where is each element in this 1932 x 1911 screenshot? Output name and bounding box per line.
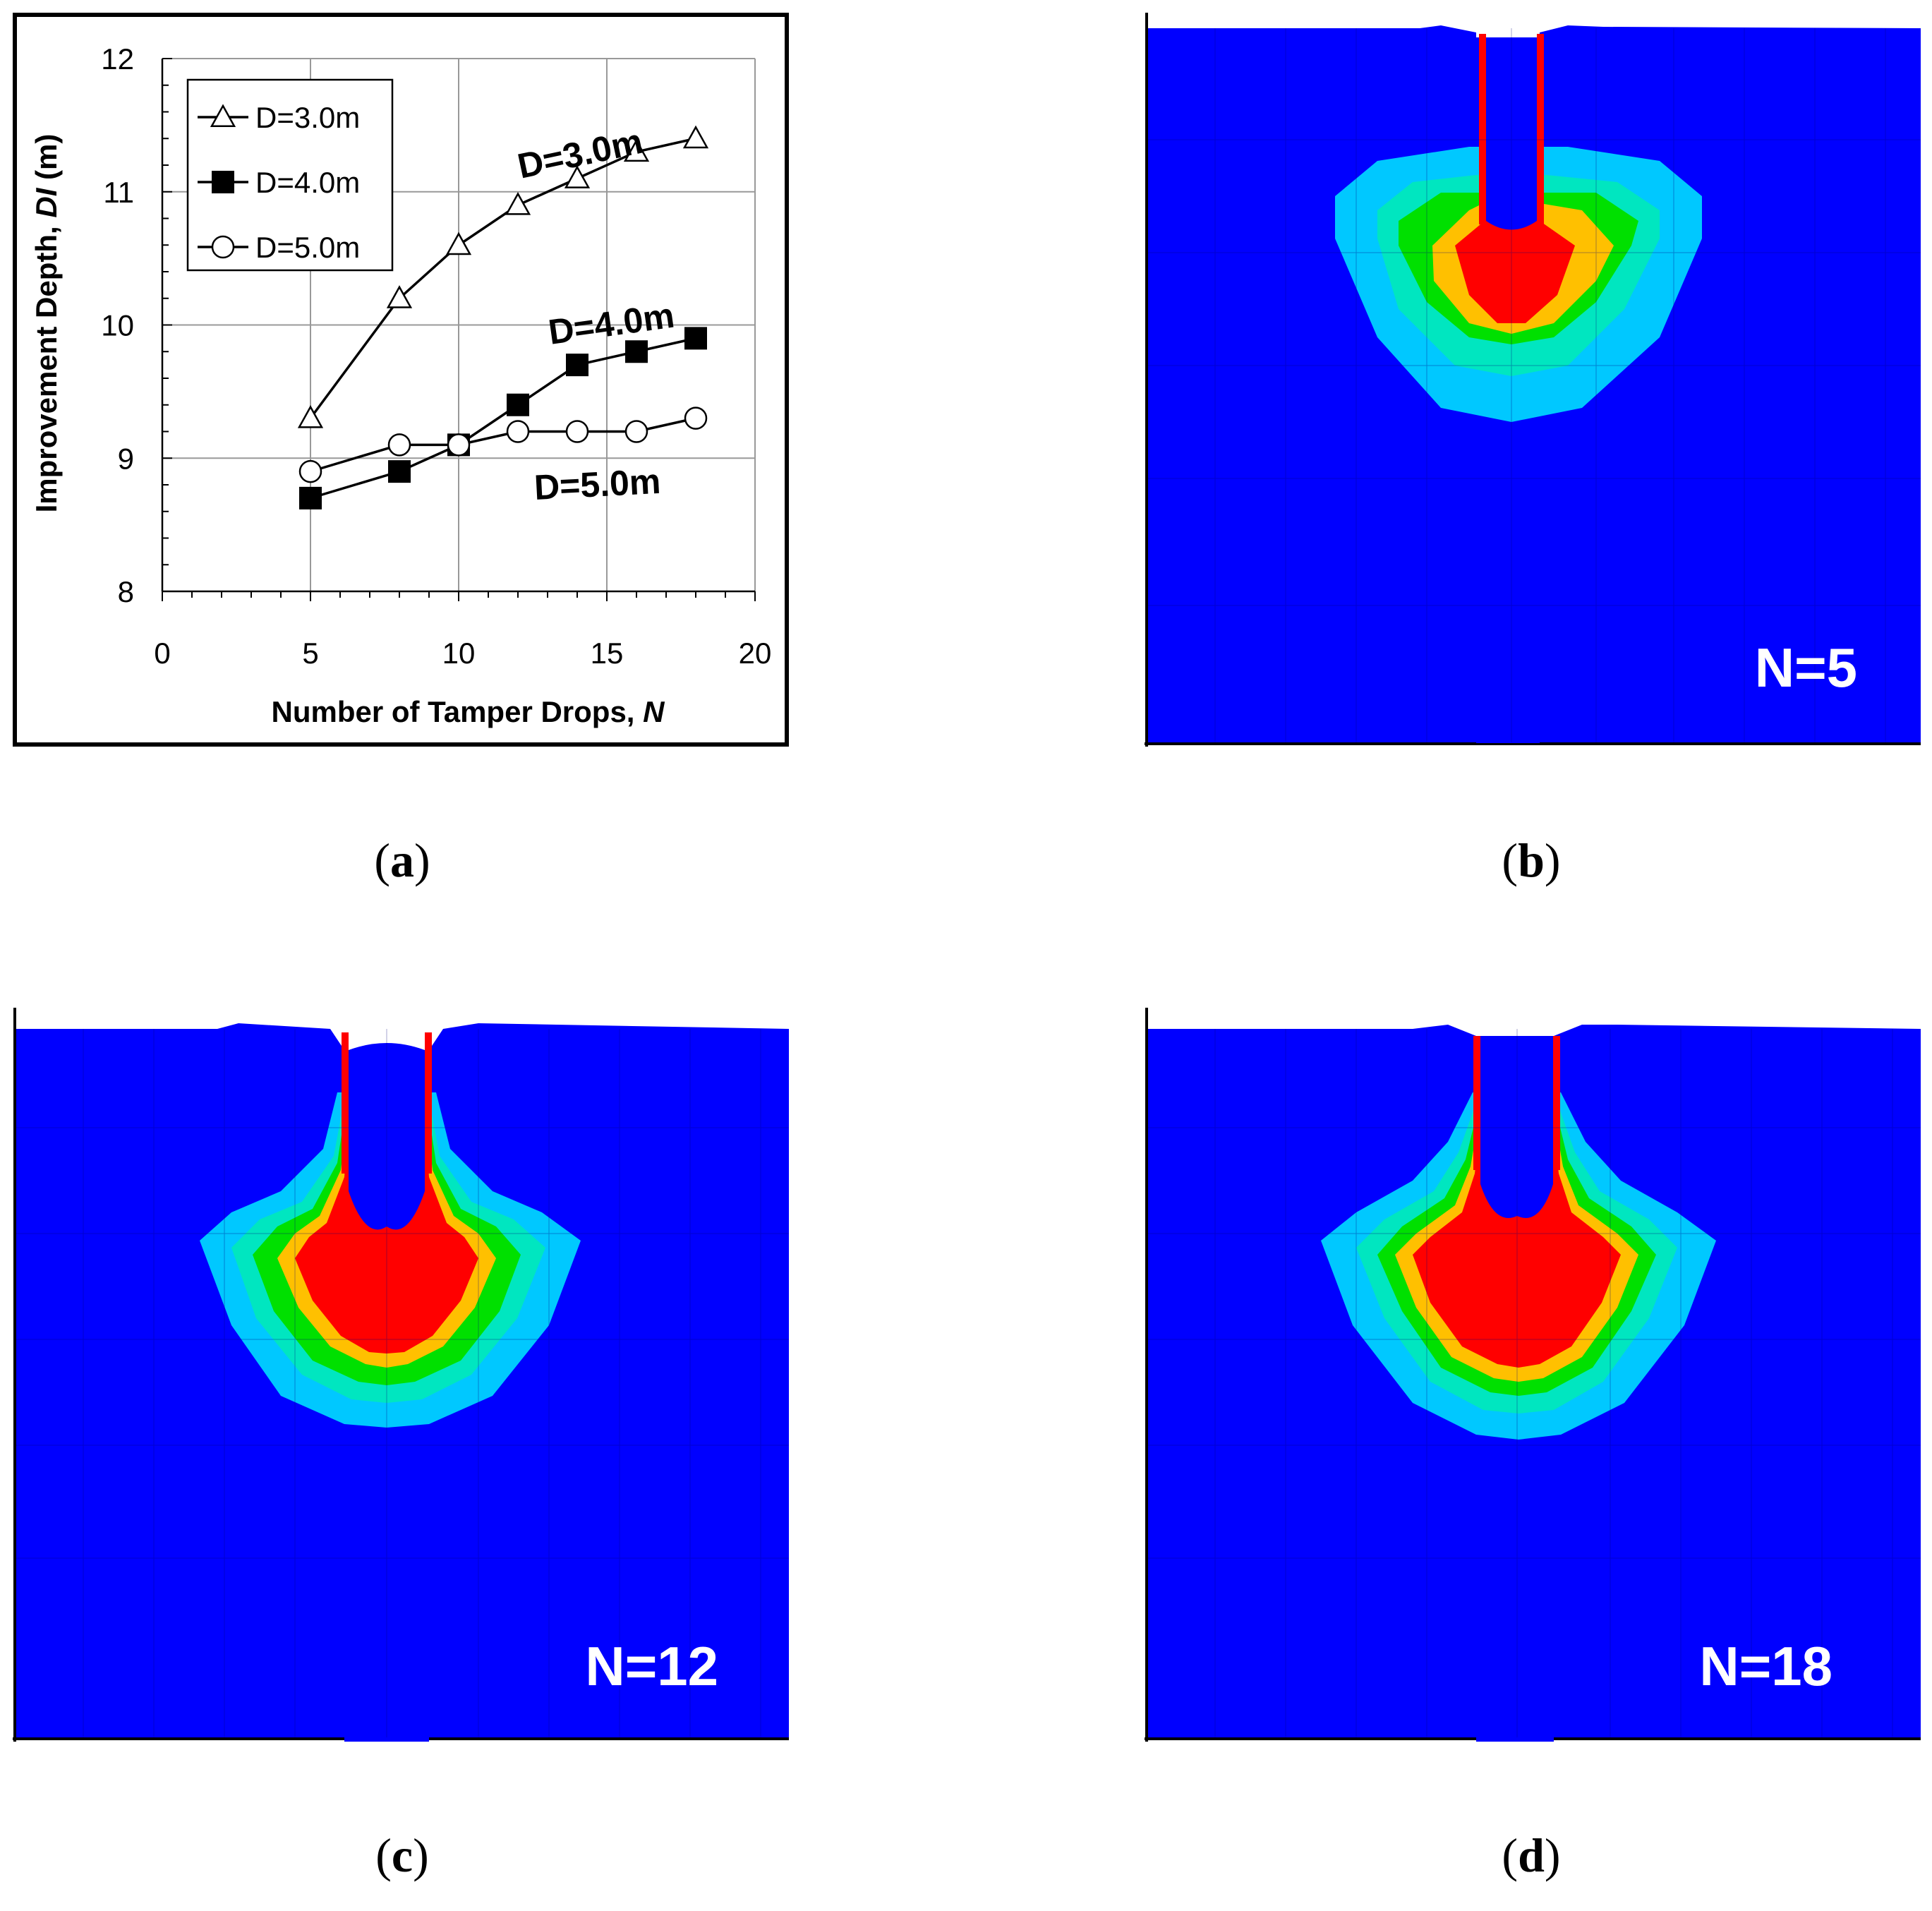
data-point-s1-1: [388, 460, 411, 483]
crater-red-left: [1473, 1036, 1480, 1170]
chart-panel-a: 0 5 10 15 20 8 9 10 11 12 D=3.0m D=4.0m D=5.0m Impr…: [13, 13, 789, 747]
chart-frame: [13, 13, 789, 747]
mesh-grid: [1148, 1029, 1921, 1737]
mesh-grid: [16, 1029, 789, 1737]
caption-c: (c): [375, 1828, 429, 1882]
data-point-s0-3: [505, 192, 531, 215]
y-tick-label: 8: [118, 575, 134, 608]
zone-red: [1413, 1124, 1621, 1368]
contour-panel-b: N=5: [1145, 13, 1921, 747]
data-point-s1-3: [507, 393, 529, 416]
contour-svg-b: N=5: [1145, 13, 1921, 747]
data-point-s2-6: [684, 406, 708, 430]
x-tick-label: 0: [154, 637, 170, 670]
drop-count-label-b: N=5: [1755, 637, 1857, 699]
drop-count-label-d: N=18: [1699, 1635, 1833, 1697]
data-point-s0-4: [564, 165, 591, 188]
data-point-s1-4: [566, 354, 588, 377]
data-point-s1-6: [684, 327, 707, 350]
legend-marker-1: [212, 171, 234, 193]
x-tick-label: 20: [739, 637, 772, 670]
y-tick-label: 10: [101, 309, 134, 342]
data-point-s0-2: [445, 231, 472, 255]
crater-void: [1486, 41, 1537, 230]
legend-marker-2: [211, 235, 235, 259]
zone-red: [295, 1121, 478, 1354]
chart-svg: 0 5 10 15 20 8 9 10 11 12 D=3.0m D=4.0m D=5.0m Impr…: [13, 13, 789, 747]
data-point-s1-5: [625, 340, 648, 363]
contour-svg-c: N=12: [13, 1008, 789, 1742]
data-point-s2-0: [298, 459, 322, 483]
crater-void: [349, 1043, 425, 1230]
drop-count-label-c: N=12: [585, 1635, 718, 1697]
y-axis-title: Improvement Depth, DI (m): [30, 134, 63, 513]
legend-label-2: D=5.0m: [255, 231, 360, 264]
data-point-s0-5: [623, 138, 650, 162]
mesh-grid: [1148, 28, 1921, 742]
caption-d: (d): [1502, 1828, 1561, 1882]
crater-red-right: [1553, 1036, 1560, 1170]
y-tick-label: 11: [103, 176, 134, 209]
contour-panel-d: N=18: [1145, 1008, 1921, 1742]
x-axis-title: Number of Tamper Drops, N: [272, 695, 666, 728]
legend-marker-0: [210, 104, 236, 128]
contour-panel-c: N=12: [13, 1008, 789, 1742]
data-point-s2-5: [624, 420, 648, 443]
data-point-s1-0: [299, 486, 322, 510]
data-point-s2-2: [447, 433, 471, 457]
data-point-s0-0: [297, 405, 324, 428]
data-point-s2-3: [506, 420, 530, 443]
x-tick-label: 10: [442, 637, 476, 670]
contour-svg-d: N=18: [1145, 1008, 1921, 1742]
series-annotation-d5: D=5.0m: [533, 462, 662, 507]
crater-red-right: [425, 1032, 432, 1174]
crater-red-left: [342, 1032, 349, 1174]
caption-a: (a): [374, 833, 430, 887]
legend-label-0: D=3.0m: [255, 101, 360, 134]
crater-red-right: [1537, 34, 1544, 224]
crater-red-left: [1479, 34, 1486, 224]
y-tick-label: 12: [101, 42, 134, 76]
data-point-s0-1: [386, 285, 413, 308]
y-tick-label: 9: [118, 442, 134, 475]
zone-red: [1455, 210, 1575, 323]
data-point-s2-4: [565, 420, 589, 443]
x-tick-label: 5: [302, 637, 318, 670]
legend-label-1: D=4.0m: [255, 166, 360, 199]
crater-void: [1480, 1040, 1553, 1218]
data-point-s0-6: [682, 125, 709, 149]
x-tick-label: 15: [591, 637, 624, 670]
data-point-s2-1: [387, 433, 411, 457]
caption-b: (b): [1502, 833, 1561, 887]
